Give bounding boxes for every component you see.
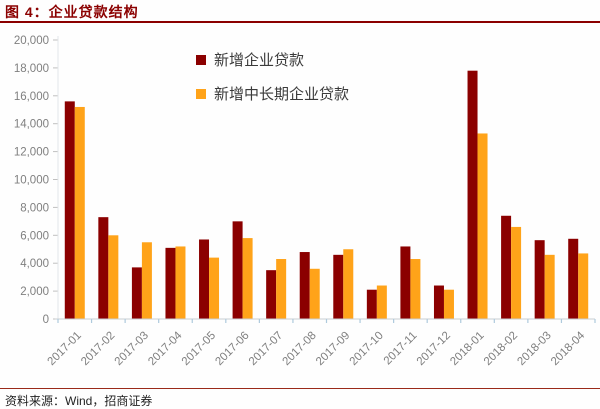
bar-corporate-2017-10 xyxy=(366,289,377,319)
y-tick-label: 18,000 xyxy=(14,63,49,75)
bar-medium-long-term-2017-06 xyxy=(242,238,253,319)
bar-medium-long-term-2017-04 xyxy=(175,246,186,319)
bar-corporate-2018-02 xyxy=(501,215,512,319)
data-source-note: 资料来源：Wind，招商证券 xyxy=(5,394,153,408)
bar-medium-long-term-2017-07 xyxy=(276,259,287,319)
x-tick-label: 2018-04 xyxy=(549,329,588,368)
x-tick-label: 2017-01 xyxy=(46,330,84,368)
bar-medium-long-term-2017-09 xyxy=(343,249,354,319)
bar-medium-long-term-2017-01 xyxy=(74,106,85,320)
y-tick-label: 6,000 xyxy=(20,230,49,242)
y-tick-label: 8,000 xyxy=(20,202,49,214)
bar-medium-long-term-2018-03 xyxy=(544,254,555,319)
bar-medium-long-term-2017-12 xyxy=(443,289,454,319)
bar-corporate-2017-01 xyxy=(64,101,75,319)
bar-corporate-2017-11 xyxy=(400,246,411,319)
x-tick-label: 2018-02 xyxy=(482,330,520,368)
footer-divider-line xyxy=(0,388,600,389)
bar-medium-long-term-2018-02 xyxy=(511,226,522,319)
bar-corporate-2017-08 xyxy=(299,252,310,319)
x-tick-label: 2018-01 xyxy=(448,330,486,368)
x-tick-label: 2017-07 xyxy=(247,330,285,368)
bar-chart: 0 2,000 4,000 6,000 8,000 10,000 12,000 14,000 1… xyxy=(0,24,600,386)
x-tick-label: 2017-10 xyxy=(348,330,386,368)
bar-medium-long-term-2017-08 xyxy=(309,268,320,319)
x-tick-label: 2017-03 xyxy=(113,330,151,368)
y-tick-label: 2,000 xyxy=(20,286,49,298)
y-tick-label: 10,000 xyxy=(14,175,49,187)
bar-medium-long-term-2018-04 xyxy=(578,253,589,319)
x-tick-label: 2017-08 xyxy=(281,330,319,368)
bar-corporate-2018-01 xyxy=(467,70,478,319)
chart-canvas: 0 2,000 4,000 6,000 8,000 10,000 12,000 14,000 1… xyxy=(14,35,596,368)
x-tick-label: 2018-03 xyxy=(515,330,553,368)
bar-corporate-2017-06 xyxy=(232,221,243,319)
x-tick-label: 2017-06 xyxy=(213,330,251,368)
y-tick-label: 16,000 xyxy=(14,91,49,103)
x-tick-label: 2017-09 xyxy=(314,330,352,368)
bar-corporate-2017-12 xyxy=(433,285,444,319)
bar-corporate-2017-09 xyxy=(333,254,344,319)
x-tick-label: 2017-11 xyxy=(382,330,420,368)
legend-swatch-orange xyxy=(196,88,206,99)
bar-corporate-2018-04 xyxy=(568,238,579,319)
bar-medium-long-term-2018-01 xyxy=(477,133,488,319)
x-tick-label: 2017-02 xyxy=(79,330,117,368)
bar-medium-long-term-2017-03 xyxy=(141,242,152,319)
x-tick-label: 2017-12 xyxy=(415,330,453,368)
figure-title: 图 4：企业贷款结构 xyxy=(5,4,139,20)
bar-corporate-2017-04 xyxy=(165,247,176,319)
legend-label-corporate-loans: 新增企业贷款 xyxy=(214,52,305,69)
bar-corporate-2017-03 xyxy=(131,267,142,319)
bar-medium-long-term-2017-11 xyxy=(410,259,421,319)
bar-medium-long-term-2017-02 xyxy=(108,235,119,319)
legend-swatch-dark-red xyxy=(196,54,206,65)
y-tick-label: 14,000 xyxy=(14,119,49,131)
bar-medium-long-term-2017-05 xyxy=(209,257,220,319)
legend-item-corporate-loans: 新增企业贷款 xyxy=(196,49,349,70)
bar-corporate-2018-03 xyxy=(534,240,545,319)
legend-label-medium-long-term-loans: 新增中长期企业贷款 xyxy=(214,86,350,103)
title-divider-line xyxy=(0,21,600,23)
y-tick-label: 12,000 xyxy=(14,147,49,159)
y-tick-label: 4,000 xyxy=(20,258,49,270)
y-tick-label: 0 xyxy=(43,314,49,326)
x-tick-label: 2017-05 xyxy=(180,330,218,368)
y-tick-label: 20,000 xyxy=(14,35,49,47)
bar-corporate-2017-02 xyxy=(98,217,109,319)
x-tick-label: 2017-04 xyxy=(146,329,185,368)
bar-corporate-2017-07 xyxy=(266,270,277,319)
chart-legend: 新增企业贷款 新增中长期企业贷款 xyxy=(196,49,349,104)
bar-medium-long-term-2017-10 xyxy=(376,285,387,319)
bar-corporate-2017-05 xyxy=(199,239,210,319)
legend-item-medium-long-term-loans: 新增中长期企业贷款 xyxy=(196,83,349,104)
